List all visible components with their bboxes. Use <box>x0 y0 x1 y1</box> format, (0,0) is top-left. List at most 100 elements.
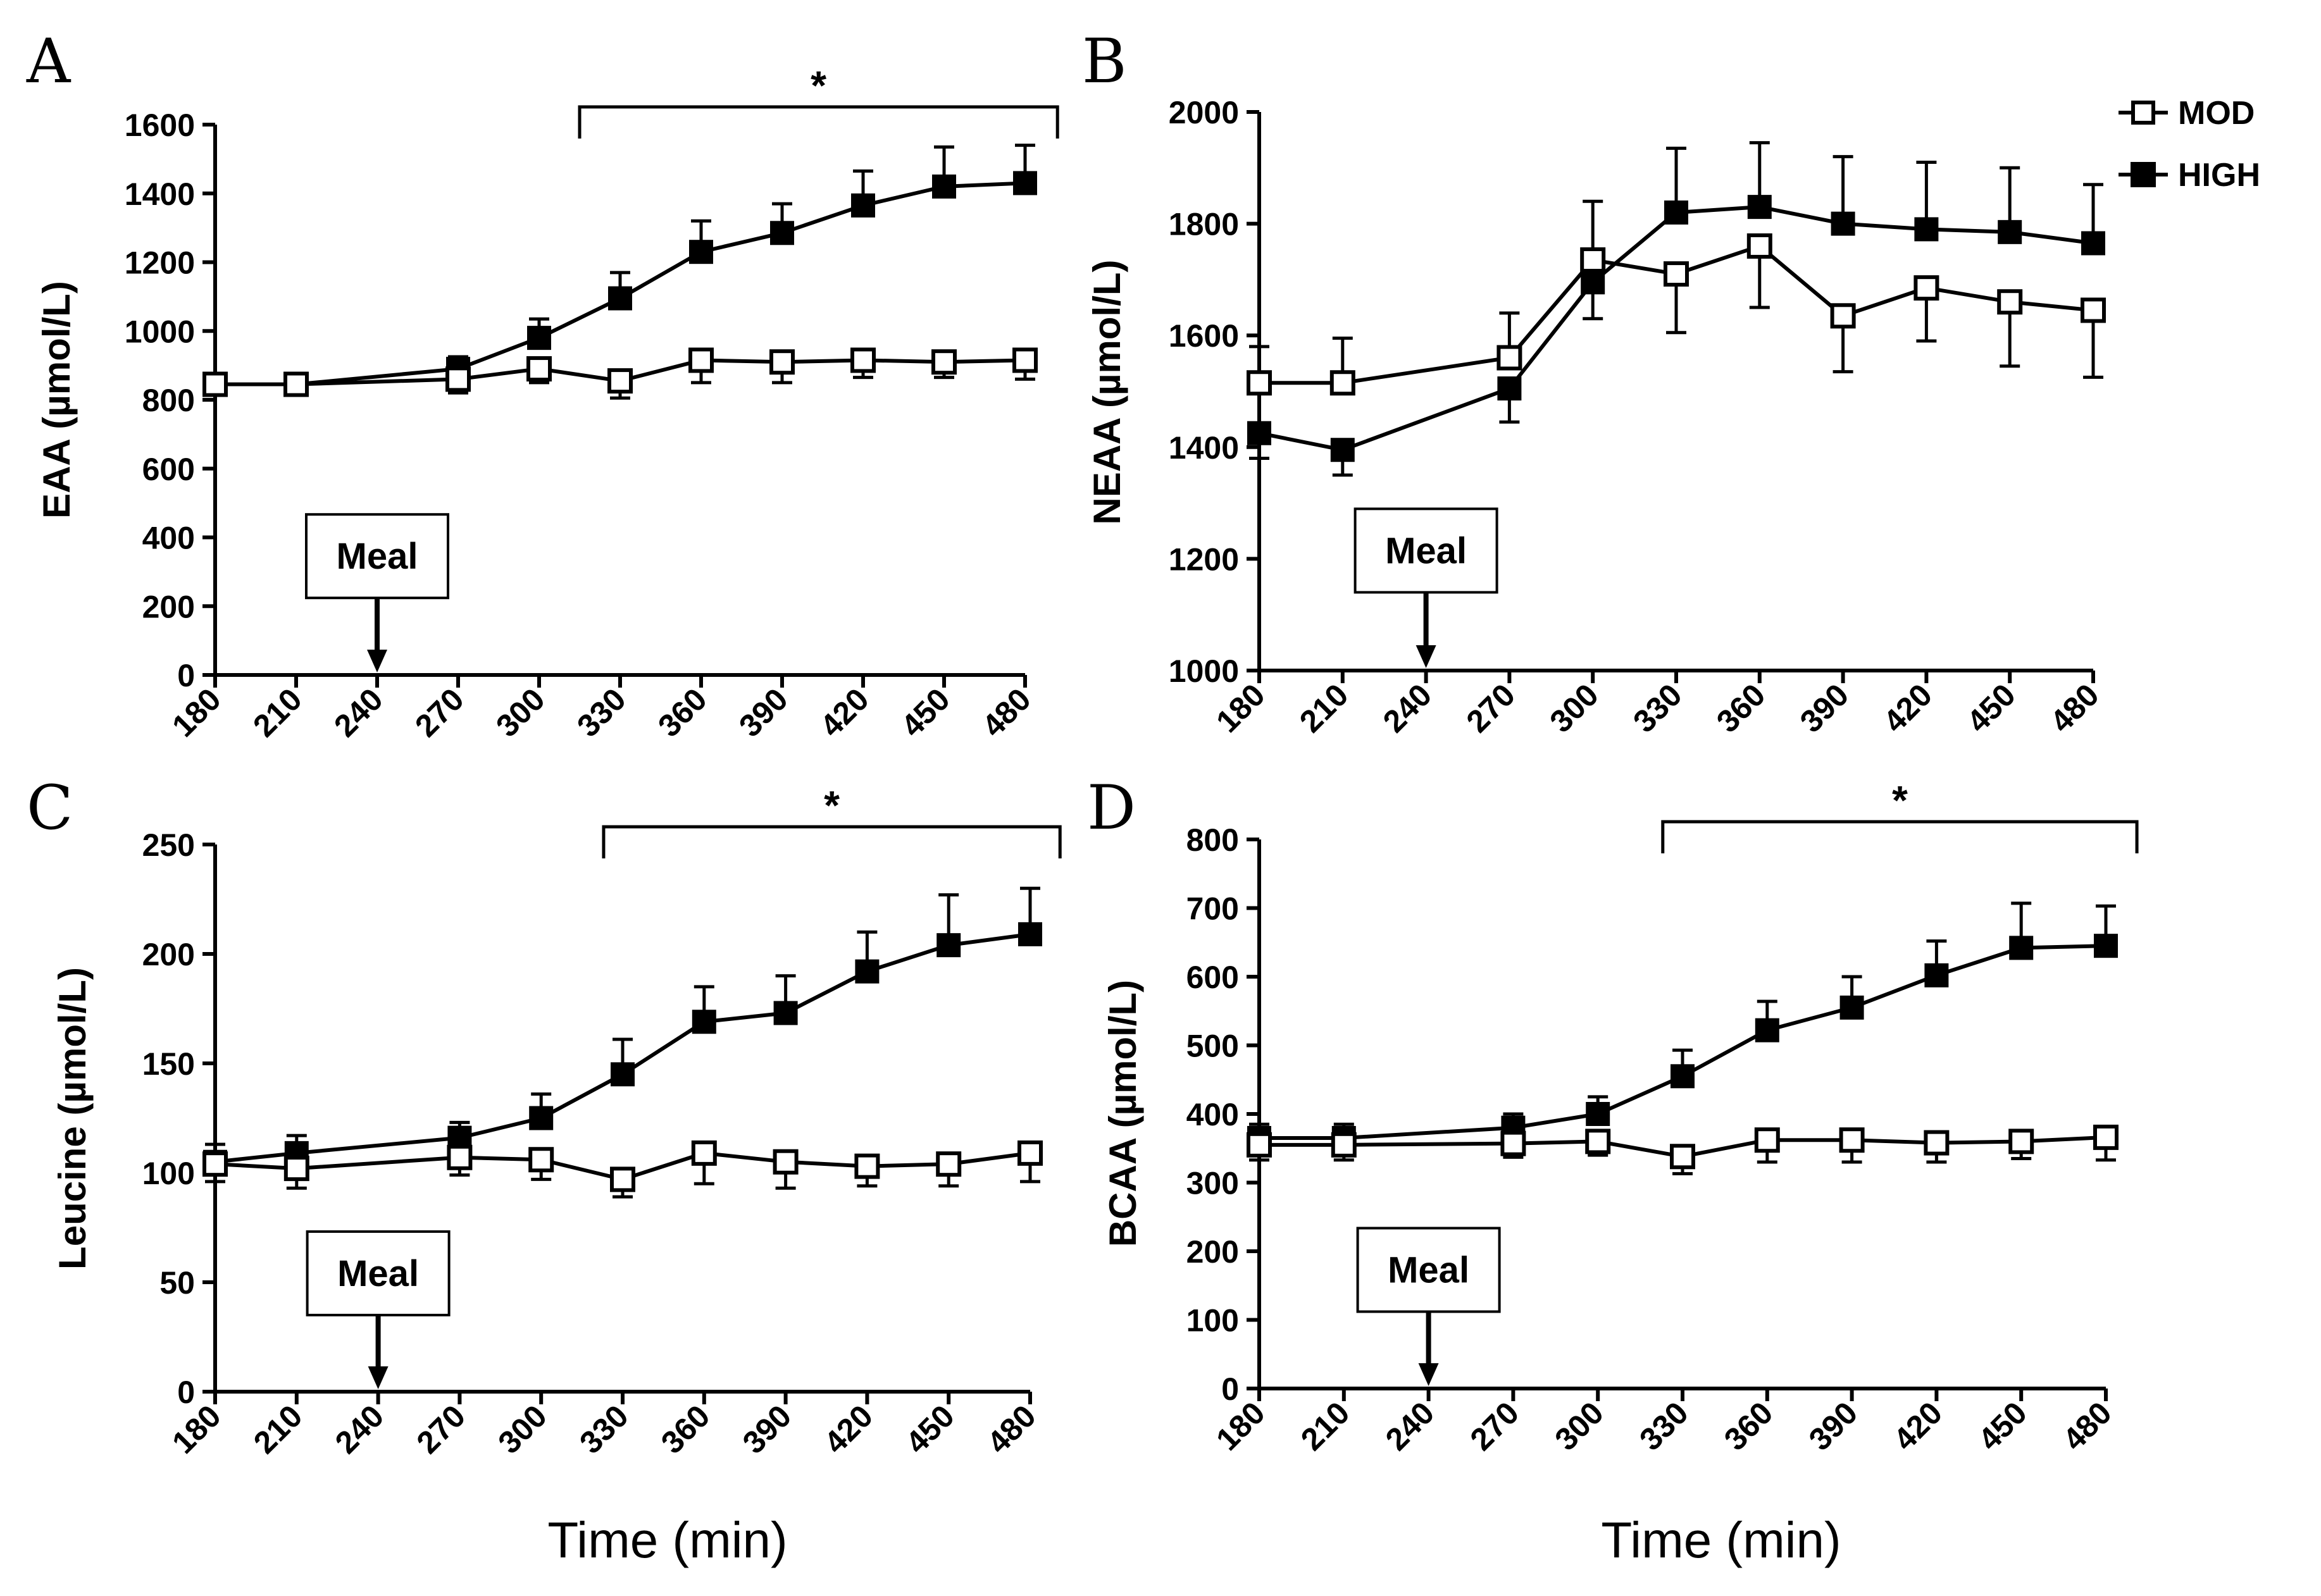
y-tick-label-a: 1600 <box>125 108 195 143</box>
point-high-a <box>527 326 551 350</box>
significance-star-a: * <box>811 63 826 108</box>
x-tick-label-b: 300 <box>1543 677 1605 739</box>
point-mod-d <box>1247 1132 1272 1158</box>
y-tick-label-d: 300 <box>1186 1166 1239 1201</box>
x-tick-label-a: 420 <box>813 681 876 744</box>
point-mod-b <box>1997 289 2023 315</box>
y-tick-label-d: 500 <box>1186 1029 1239 1064</box>
significance-star-d: * <box>1892 777 1908 823</box>
point-high-a <box>689 240 713 264</box>
point-high-c <box>529 1106 554 1130</box>
legend-marker-high <box>2131 162 2156 187</box>
point-mod-a <box>283 371 309 397</box>
y-tick-label-d: 200 <box>1186 1234 1239 1270</box>
x-tick-label-c: 480 <box>980 1398 1043 1461</box>
point-mod-d <box>1585 1129 1611 1154</box>
meal-label-c: Meal <box>337 1253 419 1294</box>
point-mod-d <box>2093 1124 2119 1150</box>
point-high-a <box>770 221 794 245</box>
significance-bracket-a <box>578 105 1059 139</box>
x-tick-label-d: 480 <box>2056 1395 2119 1457</box>
x-tick-label-a: 240 <box>327 681 390 744</box>
point-high-c <box>1018 922 1042 946</box>
point-mod-d <box>2008 1129 2034 1154</box>
point-high-b <box>1831 211 1855 236</box>
y-tick-label-b: 1600 <box>1169 318 1239 354</box>
x-tick-label-c: 360 <box>654 1398 717 1461</box>
x-tick-label-a: 360 <box>651 681 714 744</box>
y-tick-label-a: 200 <box>142 589 195 624</box>
significance-star-c: * <box>824 783 840 828</box>
point-high-b <box>1998 220 2022 244</box>
series-line-high-a <box>215 181 1026 387</box>
point-mod-a <box>931 349 957 375</box>
x-tick-label-c: 180 <box>165 1398 228 1461</box>
series-line-mod-b <box>1259 244 2094 385</box>
x-tick-label-b: 450 <box>1960 677 2022 739</box>
point-mod-a <box>1012 347 1038 373</box>
point-mod-b <box>1746 233 1772 259</box>
point-mod-b <box>2081 297 2106 323</box>
y-tick-label-a: 1000 <box>125 314 195 349</box>
point-high-b <box>1914 217 1939 242</box>
x-tick-label-d: 180 <box>1209 1395 1272 1457</box>
y-tick-label-a: 400 <box>142 521 195 556</box>
legend-label-high: HIGH <box>2178 157 2260 194</box>
x-tick-label-d: 330 <box>1633 1395 1695 1457</box>
y-tick-label-c: 100 <box>142 1156 195 1191</box>
point-mod-c <box>773 1149 799 1175</box>
point-mod-c <box>1017 1140 1043 1166</box>
x-axis-title-right: Time (min) <box>1601 1512 1841 1568</box>
x-tick-label-c: 210 <box>247 1398 309 1461</box>
meal-arrow-head-a <box>367 650 387 672</box>
point-mod-d <box>1754 1127 1780 1153</box>
x-tick-label-c: 270 <box>410 1398 473 1461</box>
x-tick-label-a: 180 <box>165 681 228 744</box>
x-tick-label-d: 210 <box>1294 1395 1357 1457</box>
point-high-c <box>855 959 880 984</box>
point-mod-a <box>850 347 876 373</box>
point-mod-c <box>610 1166 635 1192</box>
x-tick-label-a: 270 <box>408 681 471 744</box>
x-tick-label-d: 270 <box>1464 1395 1526 1457</box>
x-tick-label-d: 360 <box>1717 1395 1780 1457</box>
point-high-b <box>1247 421 1271 445</box>
point-high-d <box>1839 995 1864 1020</box>
y-tick-label-c: 0 <box>177 1375 195 1410</box>
point-high-c <box>692 1010 716 1034</box>
y-tick-label-a: 1200 <box>125 245 195 281</box>
x-tick-label-a: 390 <box>732 681 795 744</box>
x-tick-label-b: 420 <box>1877 677 1939 739</box>
y-tick-label-c: 150 <box>142 1046 195 1082</box>
y-axis-title-b: NEAA (µmol/L) <box>1086 260 1128 525</box>
x-tick-label-b: 480 <box>2043 677 2106 739</box>
point-high-b <box>1497 376 1522 401</box>
point-mod-b <box>1580 247 1606 273</box>
legend-marker-mod <box>2131 101 2155 125</box>
y-tick-label-a: 600 <box>142 452 195 487</box>
meal-arrow-head-b <box>1416 645 1436 668</box>
point-mod-c <box>202 1151 228 1177</box>
point-mod-a <box>769 349 795 375</box>
x-tick-label-b: 270 <box>1460 677 1522 739</box>
y-axis-title-d: BCAA (µmol/L) <box>1102 980 1144 1247</box>
point-mod-b <box>1497 345 1522 371</box>
panel-c-leucine: 0 50 100 150 200 250 180 210 240 270 300 330 360 390 4… <box>51 783 1062 1461</box>
point-high-a <box>608 286 632 311</box>
panel-a-eaa: 0 200 400 600 800 1000 1200 1400 1600 180 210 240 27… <box>35 63 1059 744</box>
x-tick-label-b: 360 <box>1710 677 1772 739</box>
point-high-d <box>1755 1018 1779 1042</box>
series-line-mod-d <box>1259 1135 2106 1159</box>
point-high-c <box>773 1001 798 1025</box>
y-axis-title-c: Leucine (µmol/L) <box>51 967 94 1270</box>
y-tick-label-a: 800 <box>142 383 195 418</box>
x-tick-label-c: 450 <box>899 1398 961 1461</box>
significance-bracket-d <box>1661 820 2139 853</box>
point-high-a <box>932 174 956 199</box>
meal-label-a: Meal <box>337 536 418 577</box>
x-tick-label-a: 450 <box>894 681 957 744</box>
x-tick-label-d: 390 <box>1802 1395 1865 1457</box>
point-mod-c <box>447 1144 473 1170</box>
y-tick-label-a: 0 <box>177 658 195 693</box>
